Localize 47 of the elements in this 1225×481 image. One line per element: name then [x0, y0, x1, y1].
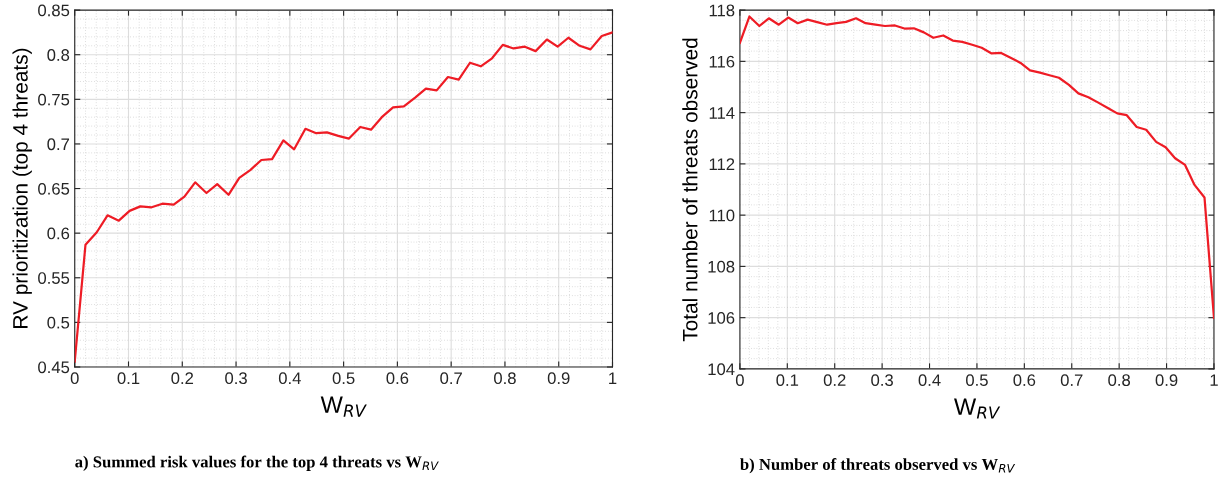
y-tick-label: 114 — [709, 107, 735, 119]
y-tick-label: 0.6 — [47, 227, 70, 240]
y-tick-label: 112 — [709, 158, 735, 170]
x-tick-label: 0.2 — [823, 374, 846, 387]
line-series — [74, 31, 613, 363]
x-tick-label: 0.7 — [1060, 374, 1083, 387]
x-tick-label: 0.1 — [776, 374, 799, 387]
x-tick-label: 1 — [1210, 374, 1218, 386]
y-tick-label: 0.8 — [47, 49, 70, 61]
y-tick-label: 116 — [709, 55, 735, 68]
y-tick-label: 0.85 — [38, 4, 70, 17]
x-tick-label: 0.1 — [117, 372, 140, 385]
y-tick-label: 104 — [708, 363, 735, 376]
y-axis-title: RV prioritization (top 4 threats) — [12, 48, 32, 328]
y-tick-label: 0.75 — [38, 93, 70, 106]
x-tick-label: 0.5 — [332, 372, 355, 385]
x-tick-label: 0.6 — [1013, 374, 1036, 387]
x-tick-label: 0.9 — [547, 372, 570, 385]
y-tick-label: 118 — [709, 4, 735, 17]
y-tick-label: 106 — [708, 312, 735, 324]
x-tick-label: 0.7 — [440, 372, 462, 385]
text: a) Summed risk values for the top 4 threats vs W$_{RV}$ — [75, 455, 439, 471]
x-tick-label: 0.5 — [966, 374, 988, 387]
line-series — [739, 15, 1214, 320]
y-tick-label: 0.55 — [38, 272, 70, 284]
x-tick-label: 0.4 — [278, 372, 301, 385]
x-tick-label: 0.9 — [1155, 374, 1178, 387]
x-tick-label: 0.8 — [1108, 374, 1131, 387]
x-tick-label: 0.3 — [871, 374, 893, 387]
x-tick-label: 0 — [735, 374, 744, 387]
x-tick-label: 0.3 — [225, 372, 247, 385]
y-tick-label: 0.7 — [47, 138, 70, 151]
y-tick-label: 108 — [708, 260, 735, 273]
text: b) Number of threats observed vs W$_{RV}$ — [740, 458, 1016, 474]
x-tick-label: 0.8 — [494, 372, 516, 385]
y-tick-label: 0.5 — [47, 316, 70, 329]
x-tick-label: 0.4 — [918, 374, 941, 387]
y-tick-label: 0.45 — [38, 361, 70, 374]
x-axis-title: W$_{RV}$ — [954, 398, 1001, 419]
x-axis-title: W$_{RV}$ — [320, 396, 367, 417]
x-tick-label: 0 — [70, 372, 79, 385]
x-tick-label: 0.2 — [171, 372, 194, 385]
y-tick-label: 110 — [709, 209, 735, 222]
x-tick-label: 0.6 — [386, 372, 409, 385]
x-tick-label: 1 — [609, 372, 617, 384]
y-tick-label: 0.65 — [38, 182, 70, 195]
y-axis-title: Total number of threats observed — [682, 38, 698, 342]
